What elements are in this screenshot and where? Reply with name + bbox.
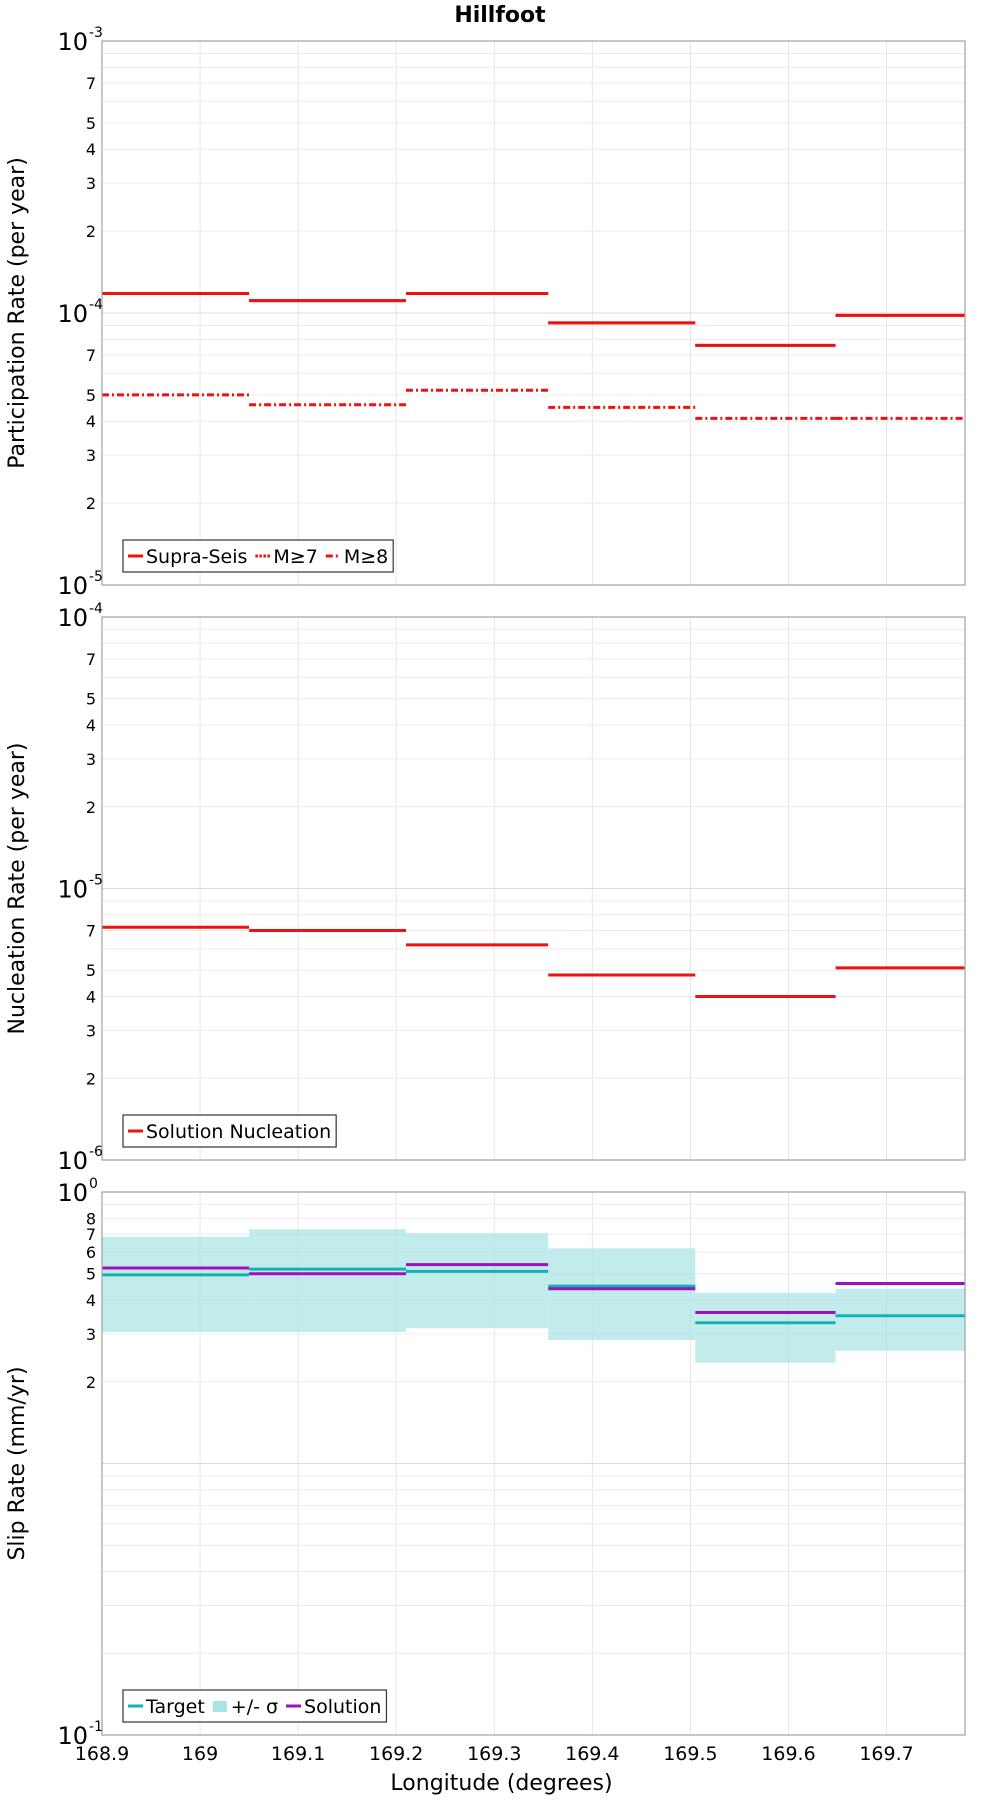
legend-box xyxy=(122,1114,337,1148)
y-minor-tick-label: 4 xyxy=(86,412,96,431)
y-major-tick-label: 10 xyxy=(57,28,88,56)
y-axis-label: Slip Rate (mm/yr) xyxy=(5,1366,30,1560)
y-minor-tick-label: 7 xyxy=(86,1225,96,1244)
x-tick-label: 169.1 xyxy=(271,1743,325,1765)
legend-label: Target xyxy=(145,1696,205,1718)
y-minor-tick-label: 4 xyxy=(86,716,96,735)
y-minor-tick-label: 5 xyxy=(86,961,96,980)
y-minor-tick-label: 2 xyxy=(86,798,96,817)
legend-label: +/- σ xyxy=(231,1696,278,1718)
x-tick-label: 168.9 xyxy=(75,1743,129,1765)
y-major-tick-label: 10 xyxy=(57,604,88,632)
y-major-tick-exponent: -6 xyxy=(89,1144,103,1160)
y-minor-tick-label: 4 xyxy=(86,1291,96,1310)
x-tick-label: 169.7 xyxy=(859,1743,913,1765)
y-major-tick-exponent: -5 xyxy=(89,569,103,585)
y-minor-tick-label: 7 xyxy=(86,922,96,941)
y-major-tick-label: 10 xyxy=(57,1722,88,1750)
legend-label: M≥7 xyxy=(273,546,317,568)
y-major-tick-label: 10 xyxy=(57,1179,88,1207)
legend-box xyxy=(122,539,394,573)
y-minor-tick-label: 3 xyxy=(86,750,96,769)
legend-label: Supra-Seis xyxy=(146,546,247,568)
legend: Solution Nucleation xyxy=(122,1114,337,1148)
y-minor-tick-label: 5 xyxy=(86,1265,96,1284)
y-major-tick-exponent: -5 xyxy=(89,873,103,889)
y-major-tick-exponent: 0 xyxy=(89,1176,98,1192)
plot-frame xyxy=(101,616,966,1161)
y-major-tick-label: 10 xyxy=(57,1147,88,1175)
y-minor-tick-label: 7 xyxy=(86,346,96,365)
series-solution xyxy=(102,1263,965,1314)
y-major-tick-exponent: -1 xyxy=(89,1719,103,1735)
y-minor-tick-label: 5 xyxy=(86,690,96,709)
y-minor-tick-label: 2 xyxy=(86,1373,96,1392)
y-minor-tick-label: 5 xyxy=(86,386,96,405)
y-minor-tick-label: 2 xyxy=(86,222,96,241)
y-major-tick-label: 10 xyxy=(57,300,88,328)
sigma-band-segment xyxy=(548,1248,696,1341)
x-tick-label: 169 xyxy=(182,1743,218,1765)
y-minor-tick-label: 3 xyxy=(86,446,96,465)
x-tick-label: 169.3 xyxy=(467,1743,521,1765)
sigma-band-segment xyxy=(406,1233,549,1329)
x-axis-label: Longitude (degrees) xyxy=(390,1771,612,1796)
legend-label: M≥8 xyxy=(344,546,388,568)
legend-label: Solution Nucleation xyxy=(146,1121,331,1143)
series-target xyxy=(102,1267,965,1325)
x-tick-label: 169.5 xyxy=(663,1743,717,1765)
y-minor-tick-label: 6 xyxy=(86,1243,96,1262)
y-major-tick-exponent: -4 xyxy=(89,601,103,617)
sigma-band-segment xyxy=(835,1288,965,1351)
sigma-band-segment xyxy=(102,1236,250,1333)
legend-label: Solution xyxy=(304,1696,381,1718)
series-solution-nucleation xyxy=(102,925,965,999)
y-minor-tick-label: 2 xyxy=(86,1069,96,1088)
plot-frame xyxy=(101,1191,966,1736)
y-minor-tick-label: 8 xyxy=(86,1209,96,1228)
legend: Supra-Seis M≥7 M≥8 xyxy=(122,539,394,573)
y-minor-tick-label: 4 xyxy=(86,988,96,1007)
y-axis-label: Nucleation Rate (per year) xyxy=(5,743,30,1035)
y-minor-tick-label: 3 xyxy=(86,174,96,193)
chart-title: Hillfoot xyxy=(454,3,546,28)
x-tick-label: 169.4 xyxy=(565,1743,619,1765)
series-m-8 xyxy=(102,388,965,420)
x-tick-label: 169.6 xyxy=(761,1743,815,1765)
series-m-7 xyxy=(102,291,965,347)
plot-frame xyxy=(101,40,966,586)
y-major-tick-exponent: -4 xyxy=(89,297,103,313)
y-minor-tick-label: 3 xyxy=(86,1325,96,1344)
y-minor-tick-label: 2 xyxy=(86,494,96,513)
y-minor-tick-label: 7 xyxy=(86,74,96,93)
legend: Target +/- σ Solution xyxy=(122,1689,388,1723)
y-major-tick-label: 10 xyxy=(57,572,88,600)
y-minor-tick-label: 3 xyxy=(86,1021,96,1040)
y-minor-tick-label: 7 xyxy=(86,650,96,669)
y-minor-tick-label: 4 xyxy=(86,140,96,159)
legend-box xyxy=(122,1689,388,1723)
sigma-band-segment xyxy=(695,1292,836,1363)
sigma-band-segment xyxy=(249,1229,407,1333)
y-axis-label: Participation Rate (per year) xyxy=(5,157,30,469)
x-tick-label: 169.2 xyxy=(369,1743,423,1765)
y-major-tick-exponent: -3 xyxy=(89,25,103,41)
legend-swatch xyxy=(212,1701,227,1712)
y-major-tick-label: 10 xyxy=(57,876,88,904)
y-minor-tick-label: 5 xyxy=(86,114,96,133)
